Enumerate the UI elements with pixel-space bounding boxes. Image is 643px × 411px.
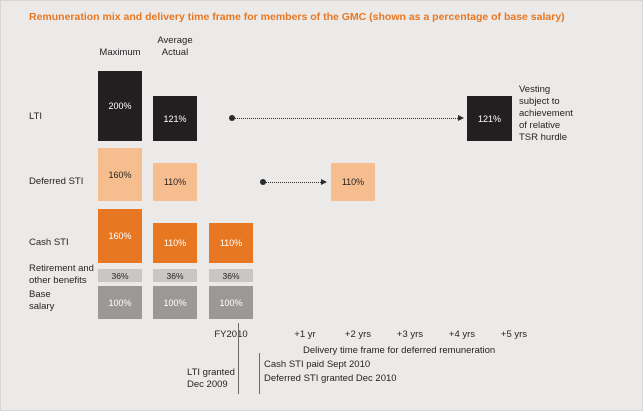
row-label-base-salary: Base salary xyxy=(29,289,55,312)
timeline-label-plus5: +5 yrs xyxy=(500,329,528,340)
col-header-average-actual: Average Actual xyxy=(157,35,193,58)
footnote-divider-1 xyxy=(238,323,239,394)
vesting-note: Vesting subject to achievement of relati… xyxy=(519,84,573,143)
dotted-arrow-line xyxy=(265,182,321,183)
arrow-head-icon xyxy=(321,179,327,185)
row-label-cash-sti: Cash STI xyxy=(29,237,69,248)
bar-lti-average: 121% xyxy=(153,96,197,141)
bar-deferred-sti-maximum: 160% xyxy=(98,148,142,201)
row-label-lti: LTI xyxy=(29,111,43,122)
bar-retirement-fy2010: 36% xyxy=(209,269,253,282)
bar-cash-sti-average: 110% xyxy=(153,223,197,263)
arrow-start-dot-icon xyxy=(260,179,266,185)
timeline-label-plus1: +1 yr xyxy=(294,329,316,340)
bar-deferred-sti-average: 110% xyxy=(153,163,197,201)
bar-base-maximum: 100% xyxy=(98,286,142,319)
arrow-start-dot-icon xyxy=(229,115,235,121)
bar-cash-sti-maximum: 160% xyxy=(98,209,142,263)
timeline-axis-label: Delivery time frame for deferred remuner… xyxy=(303,345,496,356)
bar-cash-sti-fy2010: 110% xyxy=(209,223,253,263)
row-label-retirement: Retirement and other benefits xyxy=(29,263,94,286)
timeline-label-plus3: +3 yrs xyxy=(396,329,424,340)
footnote-lti-granted: LTI granted Dec 2009 xyxy=(187,367,235,390)
timeline-label-plus4: +4 yrs xyxy=(448,329,476,340)
dotted-arrow-line xyxy=(234,118,458,119)
timeline-label-fy2010: FY2010 xyxy=(214,329,248,340)
bar-base-fy2010: 100% xyxy=(209,286,253,319)
footnote-deferred-sti: Deferred STI granted Dec 2010 xyxy=(264,373,397,384)
bar-lti-vesting: 121% xyxy=(467,96,512,141)
bar-deferred-sti-deferred: 110% xyxy=(331,163,375,201)
row-label-deferred-sti: Deferred STI xyxy=(29,176,84,187)
bar-base-average: 100% xyxy=(153,286,197,319)
bar-retirement-maximum: 36% xyxy=(98,269,142,282)
arrow-head-icon xyxy=(458,115,464,121)
bar-retirement-average: 36% xyxy=(153,269,197,282)
footnote-cash-sti: Cash STI paid Sept 2010 xyxy=(264,359,371,370)
chart-title: Remuneration mix and delivery time frame… xyxy=(29,11,565,23)
footnote-divider-2 xyxy=(259,353,260,394)
bar-lti-maximum: 200% xyxy=(98,71,142,141)
timeline-label-plus2: +2 yrs xyxy=(344,329,372,340)
col-header-maximum: Maximum xyxy=(99,47,141,58)
